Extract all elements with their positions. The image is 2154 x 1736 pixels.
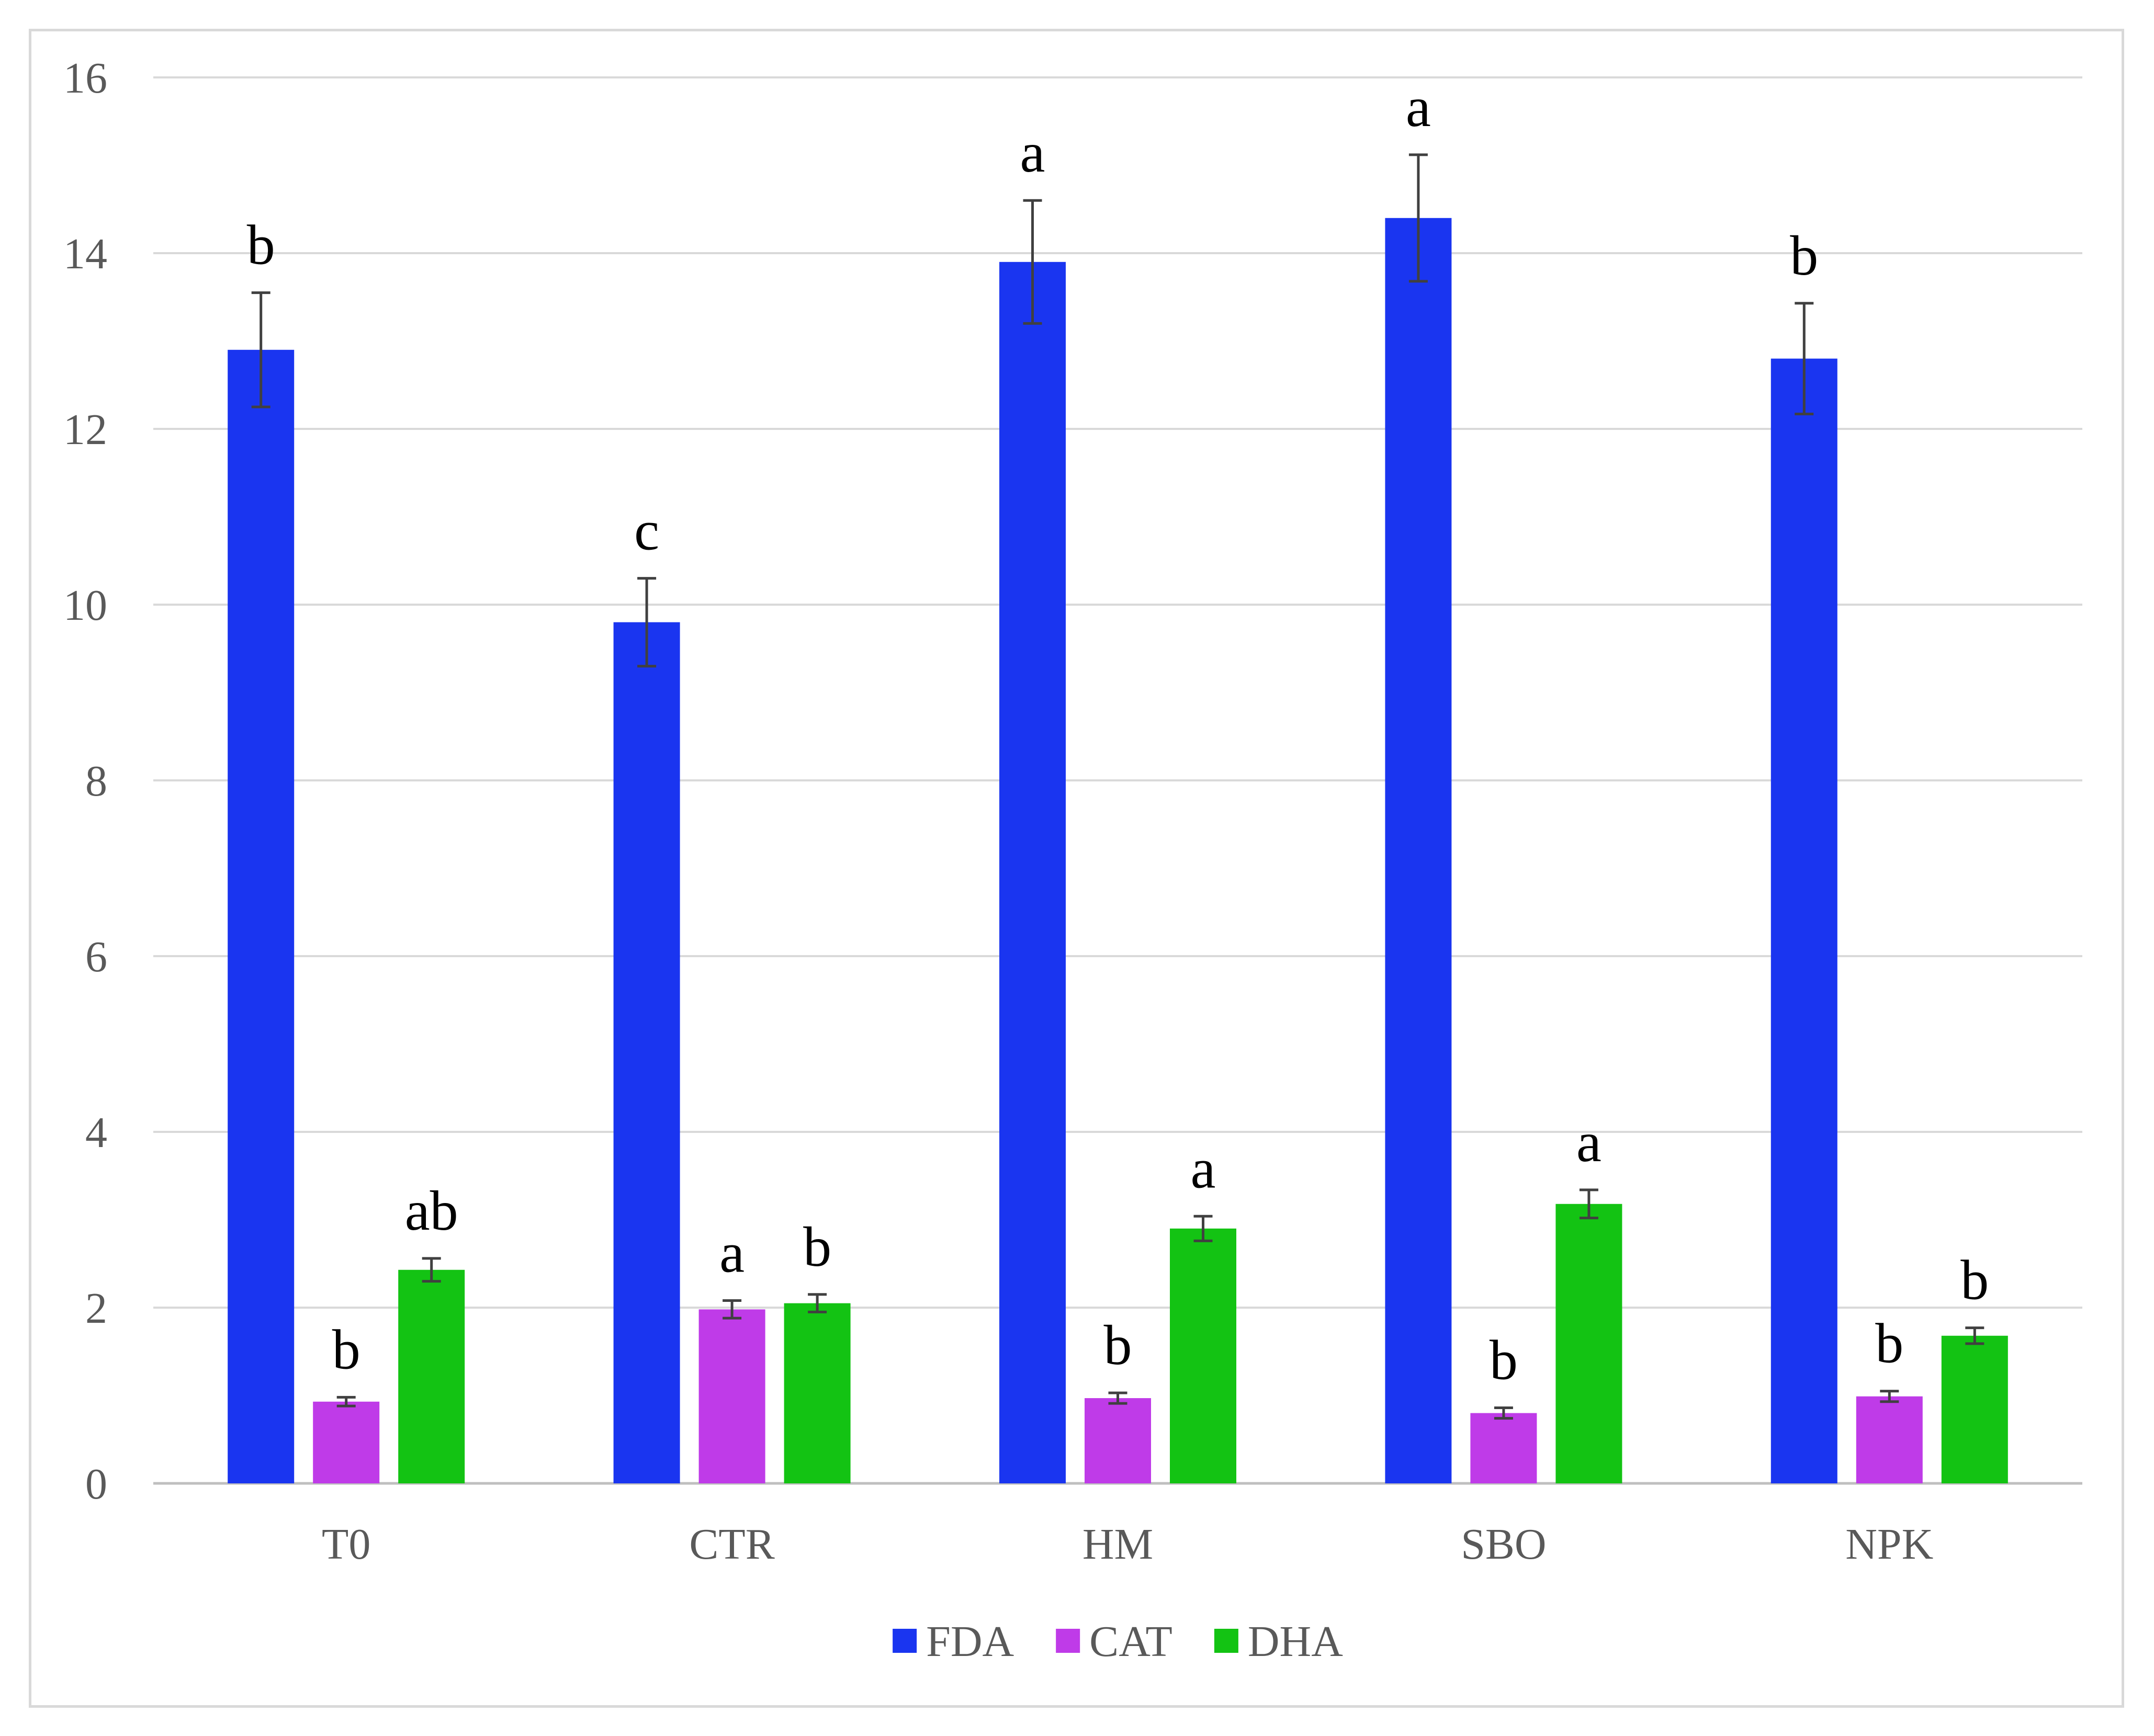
error-bar-cat-hm	[1108, 1391, 1127, 1405]
y-tick-label: 0	[85, 1460, 107, 1508]
error-bar-dha-t0	[422, 1257, 441, 1283]
bar-fda-t0	[228, 349, 295, 1483]
x-category-label: T0	[322, 1520, 370, 1569]
bar-fda-sbo	[1385, 218, 1452, 1483]
significance-letter: b	[1104, 1314, 1132, 1377]
legend-swatch	[893, 1629, 917, 1653]
y-tick-label: 8	[85, 757, 107, 805]
bar-dha-ctr	[784, 1303, 851, 1483]
error-bar-cat-npk	[1880, 1390, 1899, 1403]
y-tick-label: 10	[63, 581, 107, 630]
x-category-label: HM	[1082, 1520, 1153, 1569]
significance-letter: b	[247, 214, 275, 277]
x-axis-categories: T0 CTR HM SBO NPK	[322, 1520, 1933, 1569]
legend: FDA CAT DHA	[893, 1617, 1343, 1666]
bar-cat-ctr	[698, 1309, 765, 1483]
error-bar-fda-t0	[251, 291, 270, 409]
error-bar-cat-sbo	[1494, 1406, 1513, 1420]
legend-label: CAT	[1089, 1617, 1172, 1666]
error-bar-fda-ctr	[637, 577, 657, 668]
x-category-label: SBO	[1461, 1520, 1546, 1569]
error-bar-dha-hm	[1193, 1215, 1213, 1242]
significance-letter: a	[719, 1222, 745, 1285]
significance-letter: b	[332, 1319, 360, 1381]
significance-letter: a	[1020, 122, 1045, 184]
significance-letter: b	[1490, 1330, 1518, 1392]
legend-item-dha: DHA	[1214, 1617, 1343, 1666]
bar-cat-hm	[1085, 1398, 1151, 1483]
bar-fda-hm	[999, 262, 1066, 1483]
significance-letter: b	[1875, 1313, 1903, 1375]
bars	[228, 218, 2008, 1483]
error-bar-dha-sbo	[1579, 1188, 1598, 1220]
legend-label: FDA	[926, 1617, 1014, 1666]
error-bar-dha-ctr	[808, 1293, 827, 1313]
significance-letter: ab	[405, 1180, 458, 1242]
bar-fda-ctr	[613, 622, 680, 1483]
significance-letter: b	[1790, 225, 1818, 287]
x-category-label: NPK	[1845, 1520, 1933, 1569]
bar-cat-t0	[313, 1401, 380, 1483]
y-tick-label: 2	[85, 1284, 107, 1333]
bar-cat-sbo	[1470, 1413, 1537, 1483]
bar-cat-npk	[1856, 1396, 1923, 1483]
error-bar-fda-npk	[1795, 302, 1814, 415]
legend-label: DHA	[1248, 1617, 1343, 1666]
legend-item-fda: FDA	[893, 1617, 1014, 1666]
gridlines	[153, 76, 2082, 1485]
error-bar-fda-hm	[1023, 199, 1042, 325]
error-bar-cat-t0	[336, 1395, 356, 1408]
bar-dha-t0	[398, 1269, 465, 1483]
significance-letter: a	[1576, 1111, 1602, 1174]
significance-letter: c	[634, 500, 659, 562]
y-tick-label: 14	[63, 230, 107, 278]
y-tick-label: 6	[85, 933, 107, 981]
y-axis-ticks: 0 2 4 6 8 10 12 14 16	[63, 54, 107, 1508]
bar-dha-sbo	[1555, 1204, 1622, 1483]
error-bar-dha-npk	[1965, 1326, 1984, 1345]
legend-item-cat: CAT	[1056, 1617, 1172, 1666]
error-bar-cat-ctr	[723, 1299, 742, 1320]
y-tick-label: 16	[63, 54, 107, 103]
significance-letter: a	[1406, 76, 1431, 139]
error-bars	[251, 153, 1984, 1420]
x-category-label: CTR	[689, 1520, 774, 1569]
bar-dha-npk	[1941, 1335, 2008, 1483]
error-bar-fda-sbo	[1408, 153, 1428, 283]
legend-swatch	[1056, 1629, 1080, 1653]
y-tick-label: 4	[85, 1108, 107, 1157]
bar-fda-npk	[1770, 358, 1837, 1483]
legend-swatch	[1214, 1629, 1238, 1653]
significance-letter: b	[1960, 1250, 1989, 1312]
bar-dha-hm	[1170, 1228, 1236, 1483]
significance-letter: a	[1191, 1138, 1216, 1200]
y-tick-label: 12	[63, 405, 107, 454]
significance-letter: b	[803, 1216, 831, 1278]
